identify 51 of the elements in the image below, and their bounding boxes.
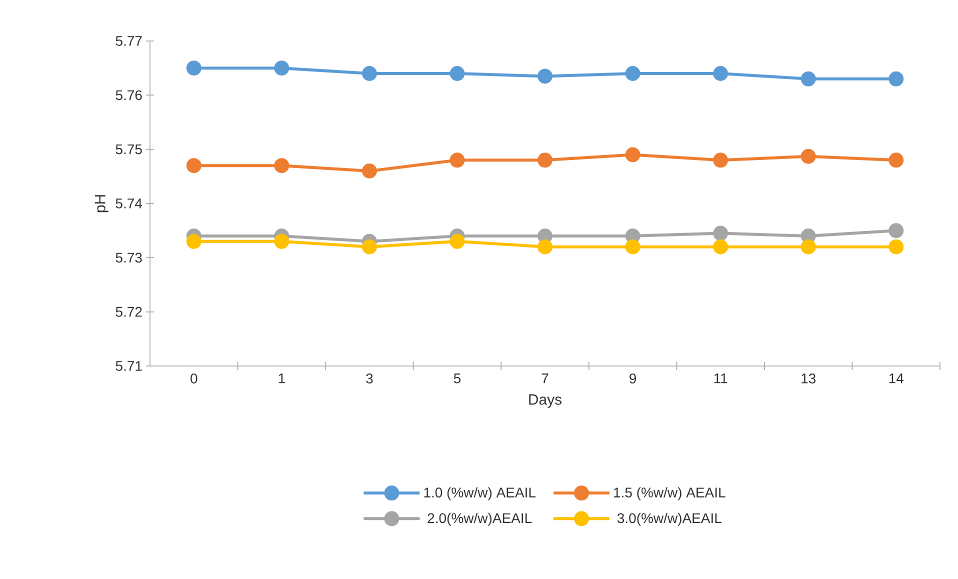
point: [538, 152, 553, 168]
point: [625, 66, 640, 82]
point: [625, 239, 640, 254]
point: [713, 66, 728, 82]
y-tick-label: 5.72: [116, 306, 142, 317]
point: [274, 60, 290, 76]
x-axis-title: Days: [529, 394, 562, 408]
point: [800, 148, 816, 164]
x-tick-label: 7: [542, 374, 548, 384]
x-tick-label: 11: [714, 374, 728, 384]
point: [362, 66, 377, 82]
point: [888, 71, 904, 86]
point: [450, 234, 465, 249]
y-tick-label: 5.77: [116, 36, 142, 46]
point: [186, 158, 202, 174]
point: [888, 223, 904, 238]
point: [362, 239, 377, 254]
point: [713, 239, 728, 254]
legend-label: 1.5 (%w/w) AEAIL: [614, 487, 726, 500]
x-tick-label: 14: [889, 374, 904, 384]
legend-label: 1.0 (%w/w) AEAIL: [424, 487, 536, 500]
x-tick-label: 13: [802, 374, 816, 384]
point: [274, 158, 290, 174]
point: [888, 152, 904, 168]
point: [186, 234, 202, 249]
point: [538, 68, 553, 84]
point: [800, 239, 816, 254]
y-tick-label: 5.73: [116, 252, 142, 263]
point: [186, 60, 202, 76]
point: [713, 152, 728, 168]
y-axis-title: pH: [94, 195, 108, 212]
point: [362, 164, 377, 178]
legend-label: 2.0(%w/w)AEAIL: [428, 512, 532, 526]
x-tick-label: 0: [190, 374, 198, 384]
point: [888, 239, 904, 254]
point: [274, 234, 290, 249]
point: [625, 147, 640, 162]
point: [713, 226, 728, 241]
point: [450, 152, 465, 168]
y-tick-label: 5.71: [116, 361, 142, 371]
x-tick-label: 3: [366, 374, 373, 384]
x-tick-label: 1: [278, 374, 285, 384]
x-tick-label: 5: [454, 374, 461, 384]
point: [450, 66, 465, 82]
y-tick-label: 5.76: [116, 90, 142, 100]
y-tick-label: 5.74: [116, 198, 142, 208]
point: [538, 239, 553, 254]
legend-label: 3.0(%w/w)AEAIL: [617, 512, 722, 526]
y-tick-label: 5.75: [116, 144, 142, 154]
x-tick-label: 9: [630, 374, 636, 384]
point: [800, 71, 816, 86]
